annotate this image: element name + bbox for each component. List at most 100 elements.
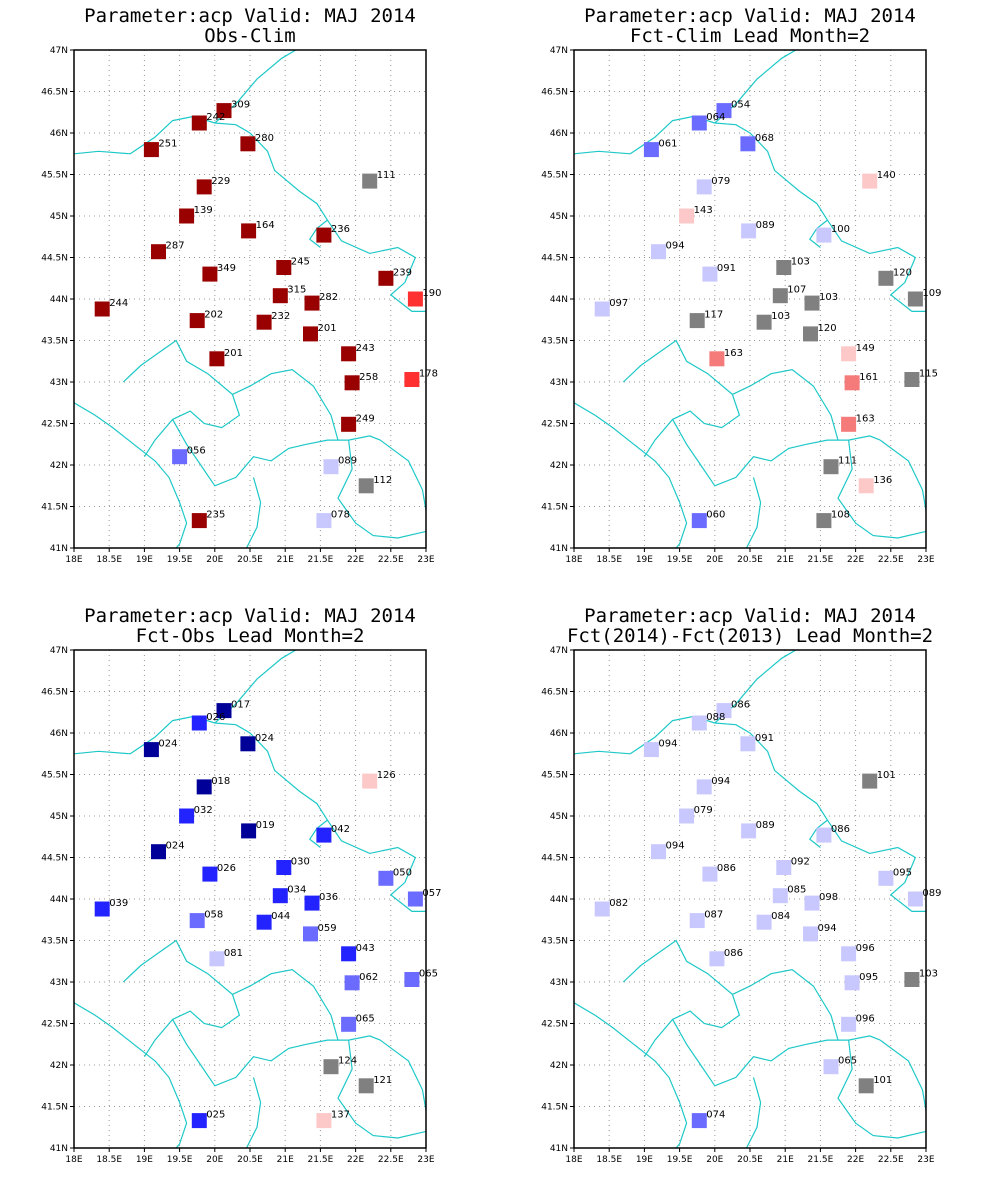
station-value-label: 112 [373, 475, 392, 486]
y-tick-label: 46.5N [541, 688, 568, 698]
station-marker [276, 860, 292, 875]
x-tick-label: 19E [636, 555, 653, 565]
station-marker [696, 179, 712, 195]
station-marker [858, 478, 874, 494]
x-tick-label: 19.5E [167, 1155, 193, 1165]
x-tick-label: 20.5E [737, 1155, 763, 1165]
boundary-line [379, 1039, 426, 1111]
station-marker [344, 975, 360, 991]
y-tick-label: 45N [550, 812, 568, 822]
x-tick-label: 19E [636, 1155, 653, 1165]
y-tick-label: 44.5N [541, 854, 568, 864]
y-tick-label: 43N [50, 978, 68, 988]
y-tick-label: 45.5N [541, 771, 568, 781]
station-value-label: 109 [922, 288, 941, 299]
x-tick-label: 22E [847, 555, 864, 565]
station-marker [816, 513, 832, 529]
station-value-label: 084 [771, 911, 790, 922]
station-marker [691, 513, 707, 529]
boundary-line [574, 115, 926, 312]
y-tick-label: 46.5N [541, 88, 568, 98]
x-tick-label: 21.5E [808, 555, 834, 565]
y-tick-label: 41N [50, 544, 68, 554]
station-value-label: 079 [694, 805, 713, 816]
boundary-line [745, 1077, 762, 1148]
station-marker [362, 173, 378, 189]
station-marker [823, 1059, 839, 1075]
boundary-line [574, 1002, 688, 1148]
station-value-label: 103 [919, 969, 938, 980]
station-marker [816, 227, 832, 243]
station-value-label: 107 [787, 285, 806, 296]
station-marker [823, 459, 839, 475]
station-marker [841, 416, 857, 432]
station-value-label: 089 [756, 820, 775, 831]
x-tick-label: 19.5E [167, 555, 193, 565]
map-panel-4: Parameter:acp Valid: MAJ 2014Fct(2014)-F… [541, 605, 941, 1165]
boundary-line [308, 219, 328, 248]
country-boundaries [574, 650, 926, 1148]
station-value-label: 094 [658, 739, 677, 750]
x-tick-label: 20.5E [237, 1155, 263, 1165]
panel-title: Parameter:acp Valid: MAJ 2014 [584, 5, 916, 27]
station-value-label: 243 [356, 343, 375, 354]
station-marker [362, 773, 378, 789]
station-value-label: 163 [856, 413, 875, 424]
y-tick-label: 44N [550, 295, 568, 305]
station-marker [841, 346, 857, 362]
station-marker [202, 866, 218, 882]
boundary-line [74, 715, 426, 913]
station-marker [679, 208, 695, 224]
station-value-label: 095 [859, 972, 878, 983]
station-marker [716, 703, 732, 719]
station-value-label: 139 [194, 205, 213, 216]
station-marker [741, 223, 757, 239]
station-value-label: 019 [256, 820, 275, 831]
boundary-line [808, 819, 828, 848]
station-marker [143, 142, 159, 158]
station-marker [316, 1113, 332, 1129]
station-value-label: 065 [838, 1056, 857, 1067]
station-markers: 086 088 091 094 094 101 079 089 086 094 092 086 095 0… [594, 700, 941, 1129]
x-tick-label: 20.5E [737, 555, 763, 565]
boundary-line [122, 339, 241, 458]
station-marker [709, 351, 725, 367]
x-tick-label: 18.5E [596, 555, 622, 565]
station-value-label: 117 [704, 310, 723, 321]
station-value-label: 143 [694, 205, 713, 216]
station-marker [196, 779, 212, 795]
y-tick-label: 42N [50, 1061, 68, 1071]
station-marker [878, 870, 894, 886]
station-value-label: 088 [706, 712, 725, 723]
station-marker [202, 266, 218, 282]
station-marker [741, 823, 757, 839]
station-marker [272, 288, 288, 304]
boundary-line [622, 939, 741, 1058]
station-value-label: 089 [922, 888, 941, 899]
boundary-line [574, 402, 688, 548]
panel-subtitle: Fct-Obs Lead Month=2 [136, 625, 365, 647]
x-tick-label: 22.5E [878, 1155, 904, 1165]
station-marker [256, 914, 272, 930]
boundary-line [74, 115, 426, 312]
station-value-label: 057 [422, 888, 441, 899]
station-marker [862, 773, 878, 789]
panel-subtitle: Fct(2014)-Fct(2013) Lead Month=2 [567, 625, 933, 647]
y-tick-label: 43.5N [541, 337, 568, 347]
x-tick-label: 20E [206, 555, 223, 565]
station-value-label: 244 [109, 298, 128, 309]
boundary-line [308, 819, 328, 848]
station-marker [323, 1059, 339, 1075]
station-marker [323, 459, 339, 475]
x-tick-label: 21.5E [308, 1155, 334, 1165]
station-value-label: 103 [819, 292, 838, 303]
y-tick-label: 47N [50, 46, 68, 56]
station-marker [191, 513, 207, 529]
station-value-label: 079 [711, 176, 730, 187]
station-value-label: 140 [877, 170, 896, 181]
station-marker [594, 301, 610, 317]
y-tick-label: 42.5N [541, 1020, 568, 1030]
x-tick-label: 21E [777, 555, 794, 565]
